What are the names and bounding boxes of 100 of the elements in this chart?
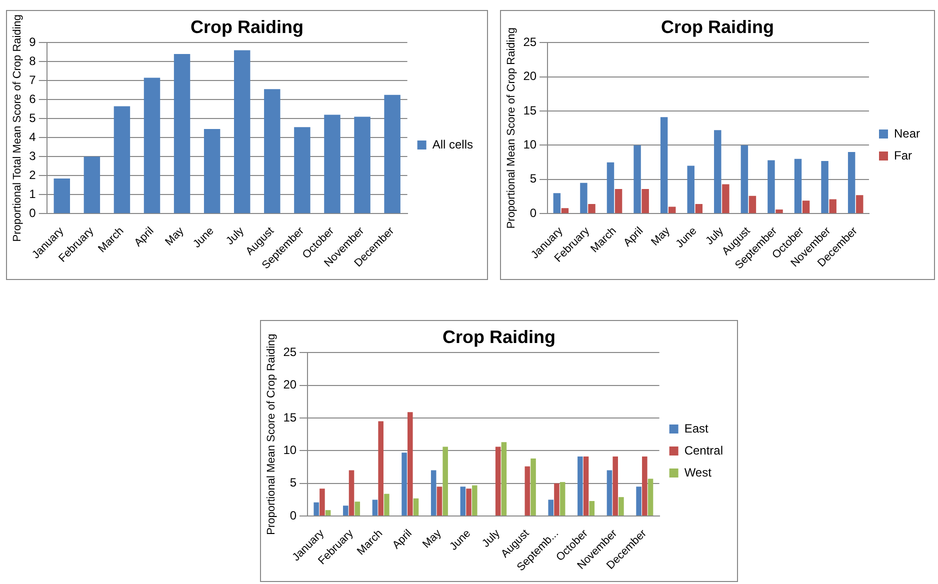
bar: [174, 54, 190, 214]
bar: [636, 486, 642, 516]
chart-title: Crop Raiding: [661, 16, 774, 37]
bar: [648, 478, 654, 516]
y-tick-label: 0: [290, 508, 297, 522]
bar: [802, 200, 810, 214]
bar: [84, 156, 100, 214]
bar: [606, 162, 614, 214]
y-tick-label: 9: [29, 34, 36, 49]
y-tick-label: 10: [523, 138, 537, 152]
bar: [314, 502, 319, 516]
bar: [768, 160, 775, 214]
bar: [402, 452, 407, 516]
y-tick-label: 5: [29, 110, 36, 125]
bar: [460, 486, 466, 516]
bar: [114, 106, 130, 214]
bar: [722, 184, 730, 214]
x-tick-label: July: [480, 527, 503, 550]
bar: [560, 482, 566, 516]
y-tick-label: 1: [29, 186, 36, 201]
bar: [294, 127, 310, 214]
bar: [588, 204, 596, 214]
y-tick-label: 0: [29, 206, 36, 220]
bar: [642, 188, 649, 214]
y-tick-label: 4: [29, 130, 36, 144]
bar: [413, 498, 419, 516]
bar: [501, 442, 507, 516]
y-tick-label: 3: [29, 148, 36, 163]
x-tick-label: May: [163, 224, 187, 248]
bar: [553, 193, 561, 214]
bar: [687, 166, 694, 214]
legend-label: Far: [894, 148, 912, 162]
bar: [354, 116, 370, 214]
legend-label: All cells: [432, 137, 474, 152]
bar: [472, 485, 478, 516]
bar: [776, 210, 783, 214]
bar: [325, 510, 331, 516]
bar: [384, 94, 400, 214]
bar: [589, 501, 595, 516]
bar: [378, 421, 384, 516]
bar: [264, 89, 280, 214]
bar: [554, 483, 560, 516]
chart-title: Crop Raiding: [190, 16, 304, 37]
legend-label: West: [684, 465, 712, 480]
bar: [848, 152, 856, 214]
bar: [748, 196, 756, 214]
bar: [54, 178, 70, 214]
x-tick-label: July: [224, 224, 247, 248]
bar: [714, 130, 722, 214]
y-tick-label: 25: [523, 34, 537, 49]
bar: [580, 182, 588, 214]
bar: [668, 206, 676, 214]
bar: [204, 129, 220, 214]
bar: [495, 446, 501, 516]
bar: [320, 488, 325, 516]
bar: [430, 470, 436, 516]
y-tick-label: 5: [290, 476, 297, 490]
bar: [612, 456, 618, 516]
chart-title: Crop Raiding: [442, 326, 556, 347]
bar: [348, 470, 354, 516]
y-tick-label: 5: [530, 172, 537, 186]
bar: [144, 78, 160, 214]
bar: [324, 114, 340, 214]
bar: [794, 158, 802, 214]
bar: [578, 456, 583, 516]
y-tick-label: 7: [29, 72, 36, 87]
y-axis-title: Proportional Total Mean Score of Crop Raiding: [12, 14, 24, 242]
x-tick-label: July: [704, 224, 726, 248]
bar: [614, 188, 622, 214]
y-axis-title: Proportional Mean Score of Crop Raiding: [506, 28, 518, 229]
legend-label: Near: [894, 126, 920, 140]
y-tick-label: 10: [283, 442, 297, 457]
y-tick-label: 0: [530, 206, 537, 220]
bar: [372, 500, 378, 516]
bar: [524, 466, 530, 516]
legend-label: Central: [684, 443, 724, 458]
bar: [660, 117, 668, 214]
bar: [530, 458, 536, 516]
bar: [829, 199, 836, 214]
bar: [740, 145, 748, 214]
x-tick-label: May: [420, 527, 444, 551]
y-tick-label: 2: [29, 168, 36, 182]
bar: [343, 506, 348, 516]
y-tick-label: 15: [283, 410, 297, 424]
bar: [583, 456, 589, 516]
y-tick-label: 20: [523, 69, 537, 84]
x-tick-label: May: [649, 224, 673, 248]
bar: [408, 412, 413, 516]
y-tick-label: 8: [29, 54, 36, 68]
bar: [642, 456, 648, 516]
bar: [436, 486, 442, 516]
bar: [442, 446, 448, 516]
bar: [561, 208, 569, 214]
bar: [821, 160, 828, 214]
y-axis-title: Proportional Mean Score of Crop Raiding: [266, 334, 278, 535]
bar: [856, 195, 864, 214]
bar: [548, 500, 554, 516]
y-tick-label: 6: [29, 92, 36, 106]
y-tick-label: 15: [523, 103, 537, 118]
legend-label: East: [684, 421, 709, 436]
